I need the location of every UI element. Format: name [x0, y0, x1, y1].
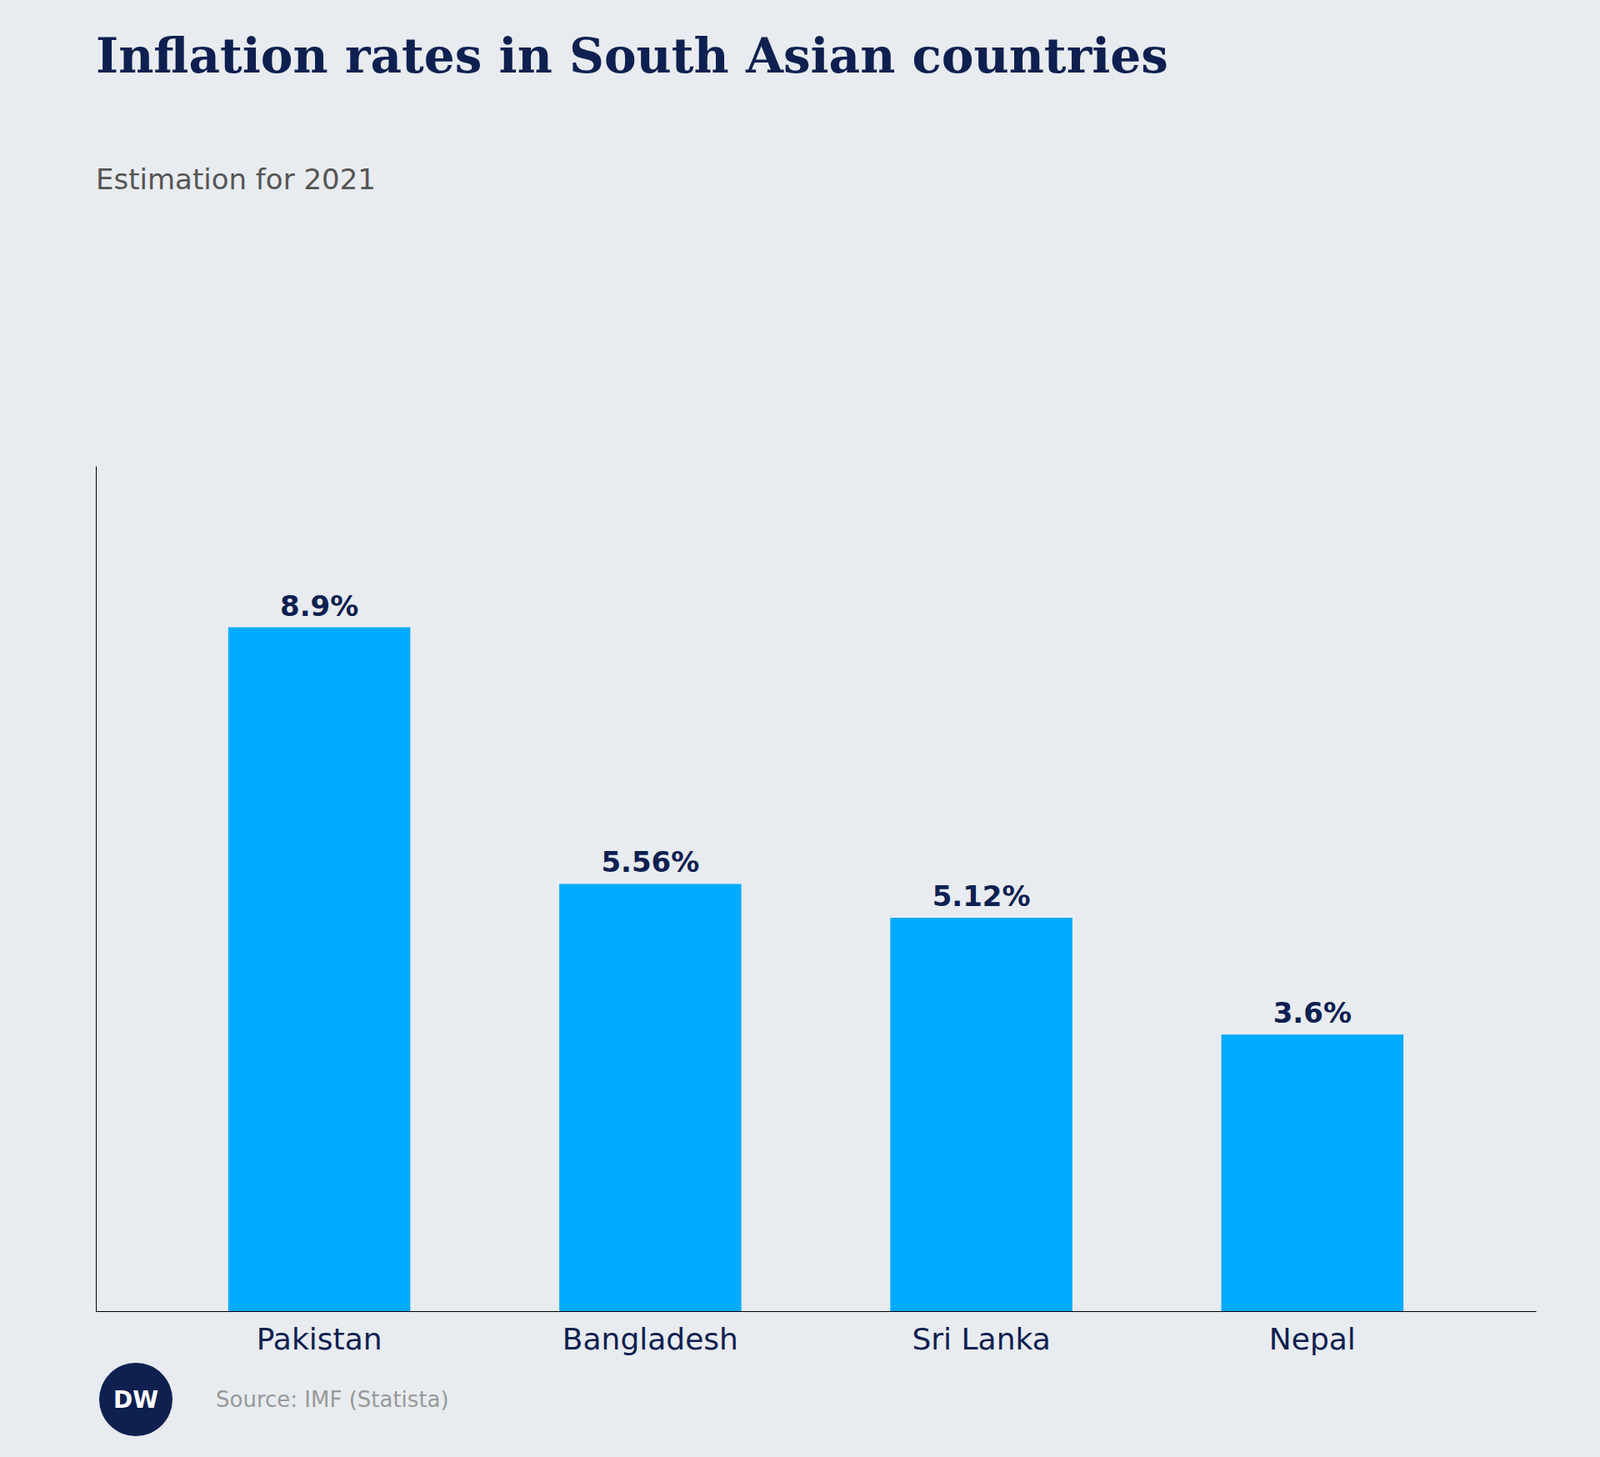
data-label: 5.12%	[932, 879, 1031, 913]
y-axis	[95, 466, 97, 1312]
bar	[559, 883, 741, 1311]
x-tick-label: Bangladesh	[562, 1321, 739, 1356]
x-axis: Pakistan Bangladesh Sri Lanka Nepal	[96, 1311, 1537, 1356]
title: Inflation rates in South Asian countries	[95, 27, 1169, 85]
y-axis-line	[95, 466, 97, 1312]
logo-text: DW	[113, 1385, 159, 1414]
x-tick-label: Nepal	[1269, 1321, 1356, 1356]
data-label: 5.56%	[600, 845, 700, 879]
data-label: 8.9%	[280, 589, 359, 623]
bar	[228, 627, 410, 1311]
x-axis-line	[96, 1310, 1537, 1312]
x-tick: Pakistan	[256, 1321, 383, 1356]
chart: Inflation rates in South Asian countries…	[0, 0, 1600, 1457]
bars	[228, 627, 1404, 1311]
x-tick: Bangladesh	[562, 1321, 739, 1356]
x-tick-label: Sri Lanka	[911, 1321, 1050, 1356]
logo-circle	[99, 1362, 173, 1436]
data-label: 3.6%	[1273, 995, 1352, 1030]
source: Source: IMF (Statista)	[215, 1386, 450, 1412]
bar	[1221, 1034, 1404, 1311]
x-tick: Sri Lanka	[911, 1321, 1050, 1356]
background	[0, 0, 1600, 1457]
bar	[890, 917, 1072, 1311]
plot: 8.9% 5.56% 5.12% 3.6% Pakistan Bangladesh Sri …	[96, 466, 1537, 1356]
x-tick-label: Pakistan	[256, 1321, 383, 1356]
logo: DW	[99, 1362, 173, 1436]
x-tick: Nepal	[1269, 1321, 1356, 1356]
data-labels: 8.9% 5.56% 5.12% 3.6%	[280, 589, 1352, 1030]
subtitle: Estimation for 2021	[95, 162, 376, 196]
